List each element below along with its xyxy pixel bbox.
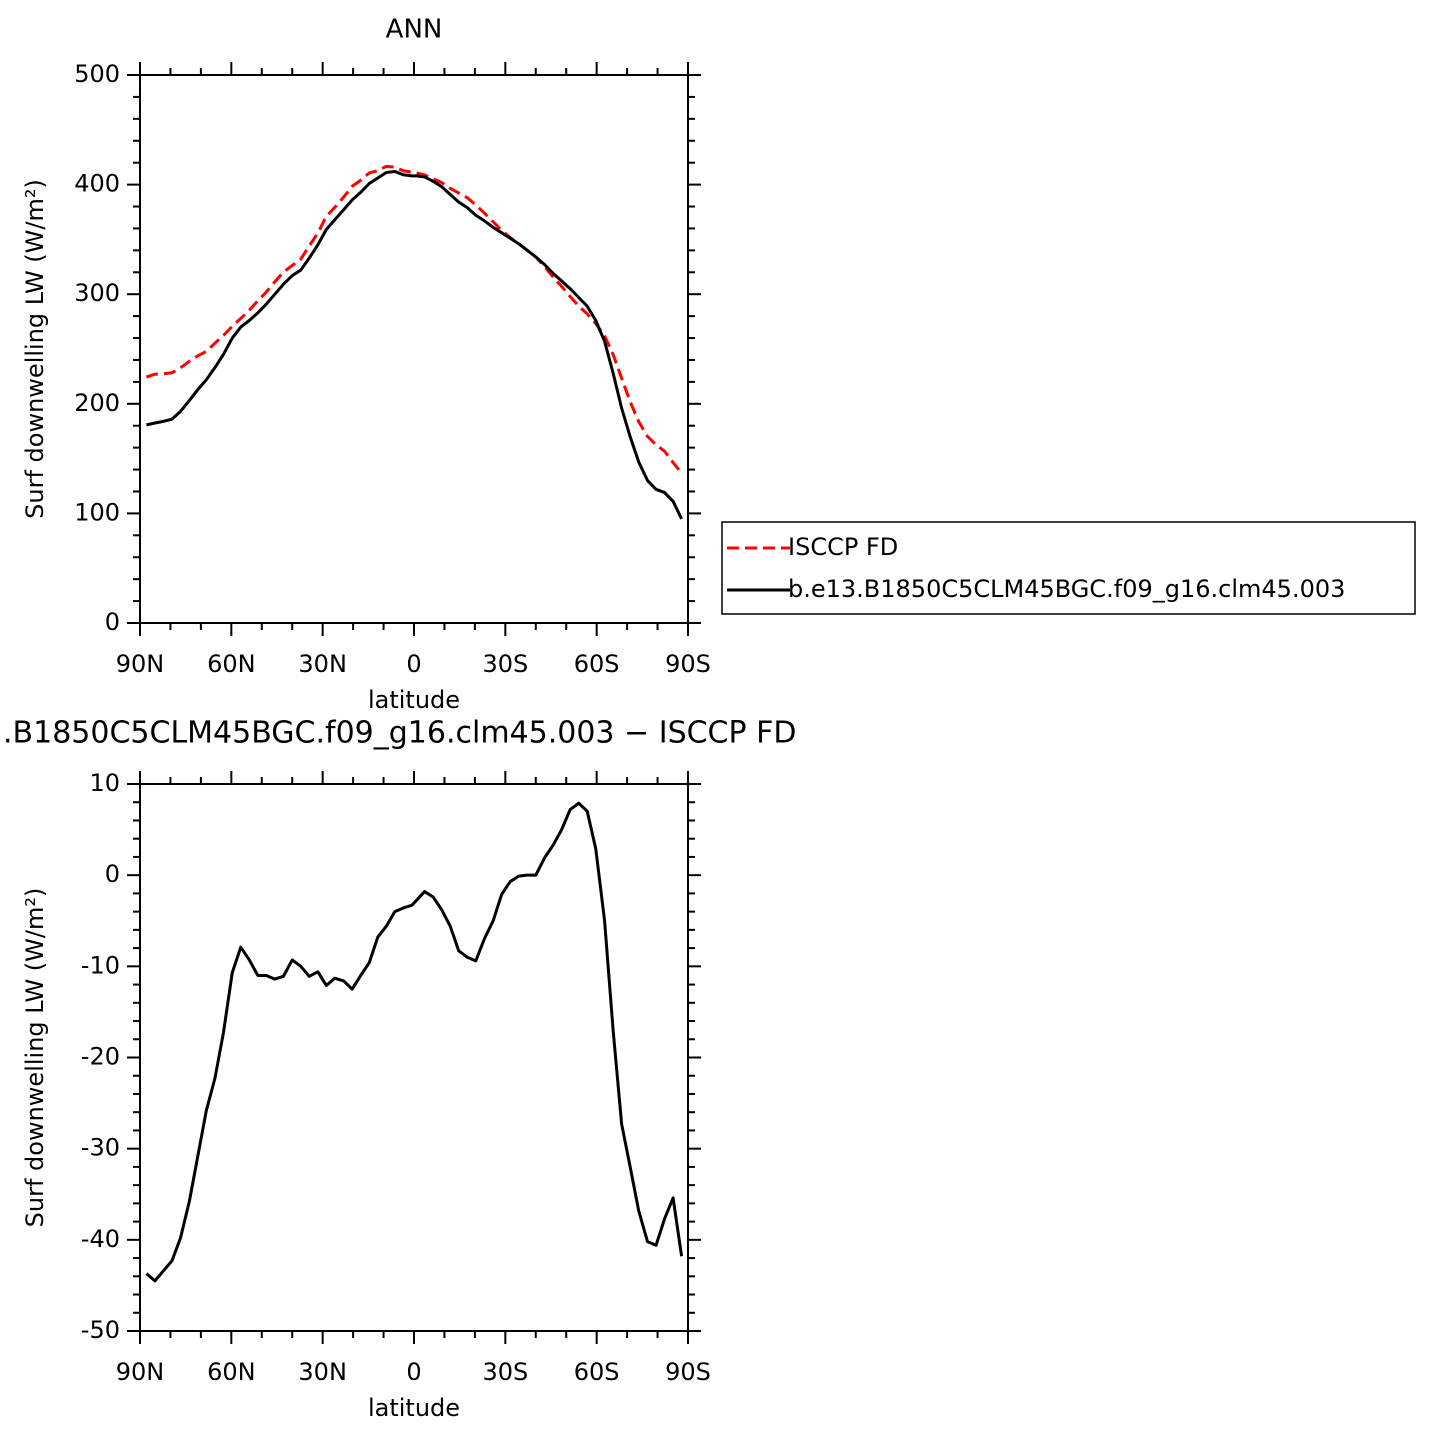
y-tick-label: 400 <box>74 170 120 198</box>
x-tick-label: 30N <box>298 1358 347 1386</box>
x-tick-label: 30S <box>482 650 528 678</box>
y-tick-label: -30 <box>81 1134 120 1162</box>
chart-title: .B1850C5CLM45BGC.f09_g16.clm45.003 − ISC… <box>3 716 797 751</box>
difference-line <box>145 801 684 1283</box>
x-axis-label: latitude <box>368 1394 460 1422</box>
y-tick-label: -40 <box>81 1225 120 1253</box>
legend-label: b.e13.B1850C5CLM45BGC.f09_g16.clm45.003 <box>788 575 1345 603</box>
y-axis-label: Surf downwelling LW (W/m²) <box>21 888 49 1228</box>
y-tick-label: 10 <box>89 769 120 797</box>
x-tick-label: 60N <box>207 1358 256 1386</box>
y-tick-label: -50 <box>81 1316 120 1344</box>
y-tick-label: 200 <box>74 389 120 417</box>
y-tick-label: 100 <box>74 498 120 526</box>
x-tick-label: 60S <box>574 1358 620 1386</box>
y-tick-label: -20 <box>81 1043 120 1071</box>
x-tick-label: 30S <box>482 1358 528 1386</box>
y-tick-label: -10 <box>81 951 120 979</box>
y-tick-label: 0 <box>105 860 120 888</box>
legend-label: ISCCP FD <box>788 533 898 561</box>
plot-frame <box>139 783 689 1332</box>
x-tick-label: 60N <box>207 650 256 678</box>
y-axis-label: Surf downwelling LW (W/m²) <box>21 179 49 519</box>
y-tick-label: 0 <box>105 608 120 636</box>
x-tick-label: 90S <box>665 650 711 678</box>
x-axis-label: latitude <box>368 686 460 714</box>
legend-box <box>721 521 1416 615</box>
legend: ISCCP FD b.e13.B1850C5CLM45BGC.f09_g16.cl… <box>721 521 1416 615</box>
y-tick-label: 500 <box>74 60 120 88</box>
x-tick-label: 90S <box>665 1358 711 1386</box>
y-tick-label: 300 <box>74 279 120 307</box>
x-tick-label: 60S <box>574 650 620 678</box>
series-line <box>146 169 683 520</box>
x-tick-label: 90N <box>116 650 165 678</box>
series-line <box>145 164 683 475</box>
x-tick-label: 0 <box>406 650 421 678</box>
x-tick-label: 0 <box>406 1358 421 1386</box>
x-tick-label: 90N <box>116 1358 165 1386</box>
x-tick-label: 30N <box>298 650 347 678</box>
chart-title: ANN <box>386 15 443 45</box>
